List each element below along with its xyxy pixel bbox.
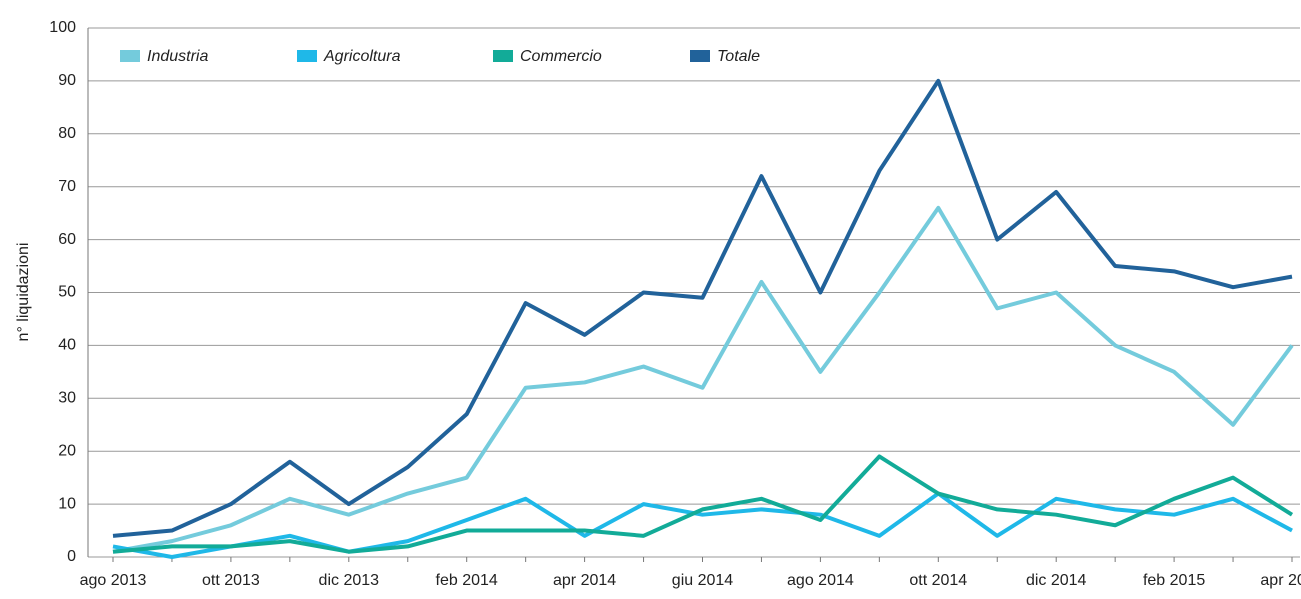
legend-label: Industria <box>147 48 208 65</box>
x-tick-label: ott 2013 <box>202 572 260 589</box>
legend-swatch <box>120 50 140 62</box>
y-tick-label: 30 <box>58 390 76 407</box>
y-tick-label: 60 <box>58 231 76 248</box>
series-line <box>112 78 1293 538</box>
x-tick-label: feb 2015 <box>1143 572 1205 589</box>
y-axis-label: n° liquidazioni <box>15 243 32 342</box>
x-tick-label: ago 2014 <box>787 572 854 589</box>
y-tick-label: 50 <box>58 284 76 301</box>
y-tick-label: 90 <box>58 72 76 89</box>
legend-label: Agricoltura <box>323 48 401 65</box>
legend-swatch <box>297 50 317 62</box>
legend-swatch <box>690 50 710 62</box>
x-tick-label: feb 2014 <box>436 572 498 589</box>
y-tick-label: 10 <box>58 495 76 512</box>
x-tick-label: dic 2013 <box>319 572 380 589</box>
x-tick-label: ott 2014 <box>909 572 967 589</box>
legend-swatch <box>493 50 513 62</box>
legend-label: Totale <box>717 48 760 65</box>
y-tick-label: 80 <box>58 125 76 142</box>
legend: Industria Agricoltura Commercio Totale <box>120 48 760 65</box>
x-tick-label: apr 2015 <box>1260 572 1301 589</box>
series-line <box>112 491 1293 559</box>
y-tick-label: 0 <box>67 548 76 565</box>
y-tick-label: 100 <box>49 19 76 36</box>
series-line <box>112 454 1294 554</box>
x-tick-label: giu 2014 <box>672 572 733 589</box>
x-tick-label: ago 2013 <box>80 572 147 589</box>
x-tick-label: dic 2014 <box>1026 572 1087 589</box>
x-tick-label: apr 2014 <box>553 572 616 589</box>
series-line <box>112 205 1294 554</box>
y-tick-label: 40 <box>58 337 76 354</box>
y-tick-label: 20 <box>58 442 76 459</box>
legend-label: Commercio <box>520 48 602 65</box>
y-tick-label: 70 <box>58 178 76 195</box>
